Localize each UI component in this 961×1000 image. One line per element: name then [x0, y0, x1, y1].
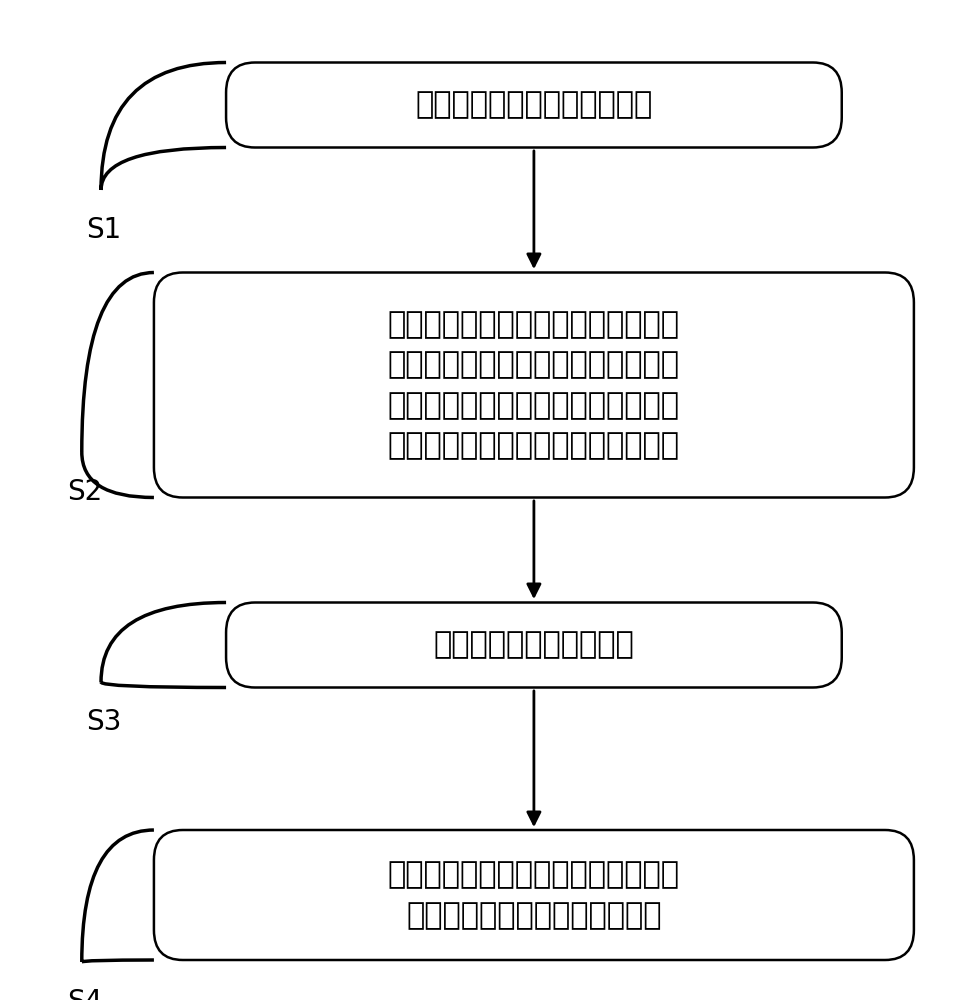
FancyBboxPatch shape: [226, 602, 841, 688]
FancyBboxPatch shape: [154, 273, 913, 498]
Text: 根据第一目标对象的虚拟模型和预先
设定的第一区域划分标准划分处关于
第一目标对象的第一目标区域，并将
第一目标区域叠加显示于现实场景中: 根据第一目标对象的虚拟模型和预先 设定的第一区域划分标准划分处关于 第一目标对象…: [387, 310, 679, 460]
Text: 使移动路径叠加显示于显示场景中，
并指引移动对象沿移动路径移动: 使移动路径叠加显示于显示场景中， 并指引移动对象沿移动路径移动: [387, 860, 679, 930]
Text: S1: S1: [86, 216, 122, 244]
Text: S4: S4: [67, 988, 103, 1000]
Text: 规划移动对象的移动路径: 规划移动对象的移动路径: [433, 631, 633, 660]
FancyBboxPatch shape: [154, 830, 913, 960]
Text: 获取第一目标对象的虚拟模型: 获取第一目标对象的虚拟模型: [415, 91, 652, 119]
FancyBboxPatch shape: [226, 62, 841, 147]
Text: S3: S3: [86, 708, 122, 736]
Text: S2: S2: [67, 478, 103, 506]
